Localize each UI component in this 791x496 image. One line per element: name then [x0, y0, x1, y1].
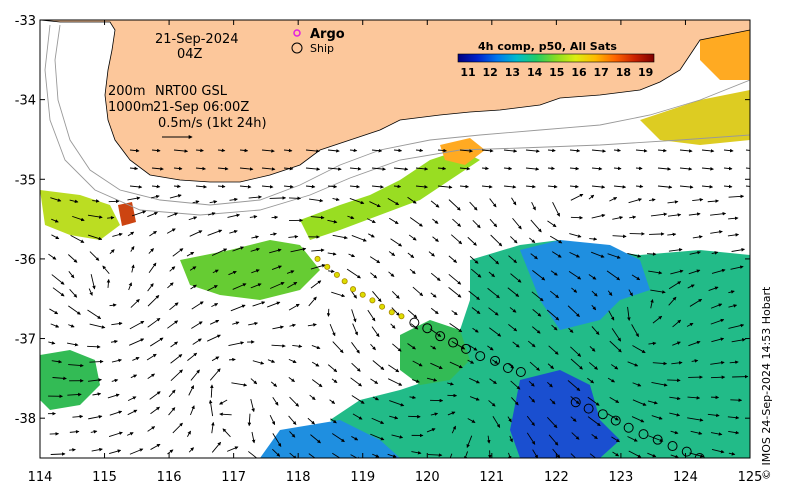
current-arrow [614, 150, 620, 151]
current-arrow [51, 454, 65, 455]
colorbar-tick-label: 18 [616, 66, 631, 79]
y-tick-label: -33 [15, 14, 36, 29]
current-arrow [548, 168, 554, 169]
x-tick-label: 121 [479, 470, 504, 485]
current-arrow [428, 455, 442, 456]
x-tick-label: 125 [738, 470, 763, 485]
x-tick-label: 123 [608, 470, 633, 485]
current-arrow [711, 377, 725, 378]
colorbar-tick-label: 15 [549, 66, 564, 79]
scale-label: 0.5m/s (1kt 24h) [158, 116, 267, 131]
x-tick-label: 116 [157, 470, 182, 485]
colorbar-tick-label: 14 [527, 66, 543, 79]
current-arrow [289, 198, 300, 199]
argo-legend-label: Argo [310, 27, 345, 42]
colorbar-tick-label: 13 [505, 66, 520, 79]
x-tick-label: 117 [221, 470, 246, 485]
y-tick-label: -36 [15, 253, 36, 268]
argo-float-marker [370, 298, 375, 303]
current-arrow [667, 380, 680, 381]
product-time: 21-Sep 06:00Z [153, 100, 249, 115]
argo-float-marker [360, 292, 365, 297]
depth-label: 200m [108, 84, 145, 99]
ship-legend-label: Ship [310, 42, 334, 55]
colorbar-tick-label: 16 [571, 66, 587, 79]
colorbar-title: 4h comp, p50, All Sats [478, 40, 617, 53]
colorbar-tick-label: 11 [460, 66, 475, 79]
current-arrow [270, 198, 286, 199]
argo-float-marker [325, 264, 330, 269]
depth-label-2: 1000m [108, 100, 154, 115]
argo-float-marker [350, 287, 355, 292]
argo-float-marker [334, 272, 339, 277]
x-tick-label: 124 [673, 470, 698, 485]
current-arrow [272, 217, 278, 218]
current-arrow [647, 254, 656, 255]
x-tick-label: 120 [415, 470, 440, 485]
current-arrow [174, 186, 180, 187]
current-arrow [636, 168, 642, 169]
argo-float-marker [342, 279, 347, 284]
current-arrow [482, 168, 488, 169]
argo-float-marker [399, 314, 404, 319]
current-arrow [649, 234, 664, 235]
x-tick-label: 122 [544, 470, 569, 485]
y-tick-label: -37 [15, 333, 36, 348]
date-label: 21-Sep-2024 [155, 32, 239, 47]
colorbar-ticks: 11 12 13 14 15 16 17 18 19 [460, 66, 653, 79]
colorbar-tick-label: 12 [483, 66, 498, 79]
product-label: NRT00 GSL [155, 84, 228, 99]
x-tick-label: 119 [350, 470, 375, 485]
time-label: 04Z [177, 47, 203, 62]
y-tick-label: -34 [15, 94, 36, 109]
x-tick-label: 114 [28, 470, 53, 485]
credit-text: © IMOS 24-Sep-2024 14:53 Hobart [760, 287, 773, 480]
colorbar-tick-label: 19 [638, 66, 653, 79]
x-tick-label: 118 [286, 470, 311, 485]
argo-float-marker [379, 304, 384, 309]
colorbar-tick-label: 17 [594, 66, 609, 79]
y-tick-label: -35 [15, 173, 36, 188]
argo-float-marker [389, 310, 394, 315]
x-tick-label: 115 [92, 470, 117, 485]
colorbar-bar [458, 54, 654, 62]
y-tick-label: -38 [15, 412, 36, 427]
argo-float-marker [315, 256, 320, 261]
